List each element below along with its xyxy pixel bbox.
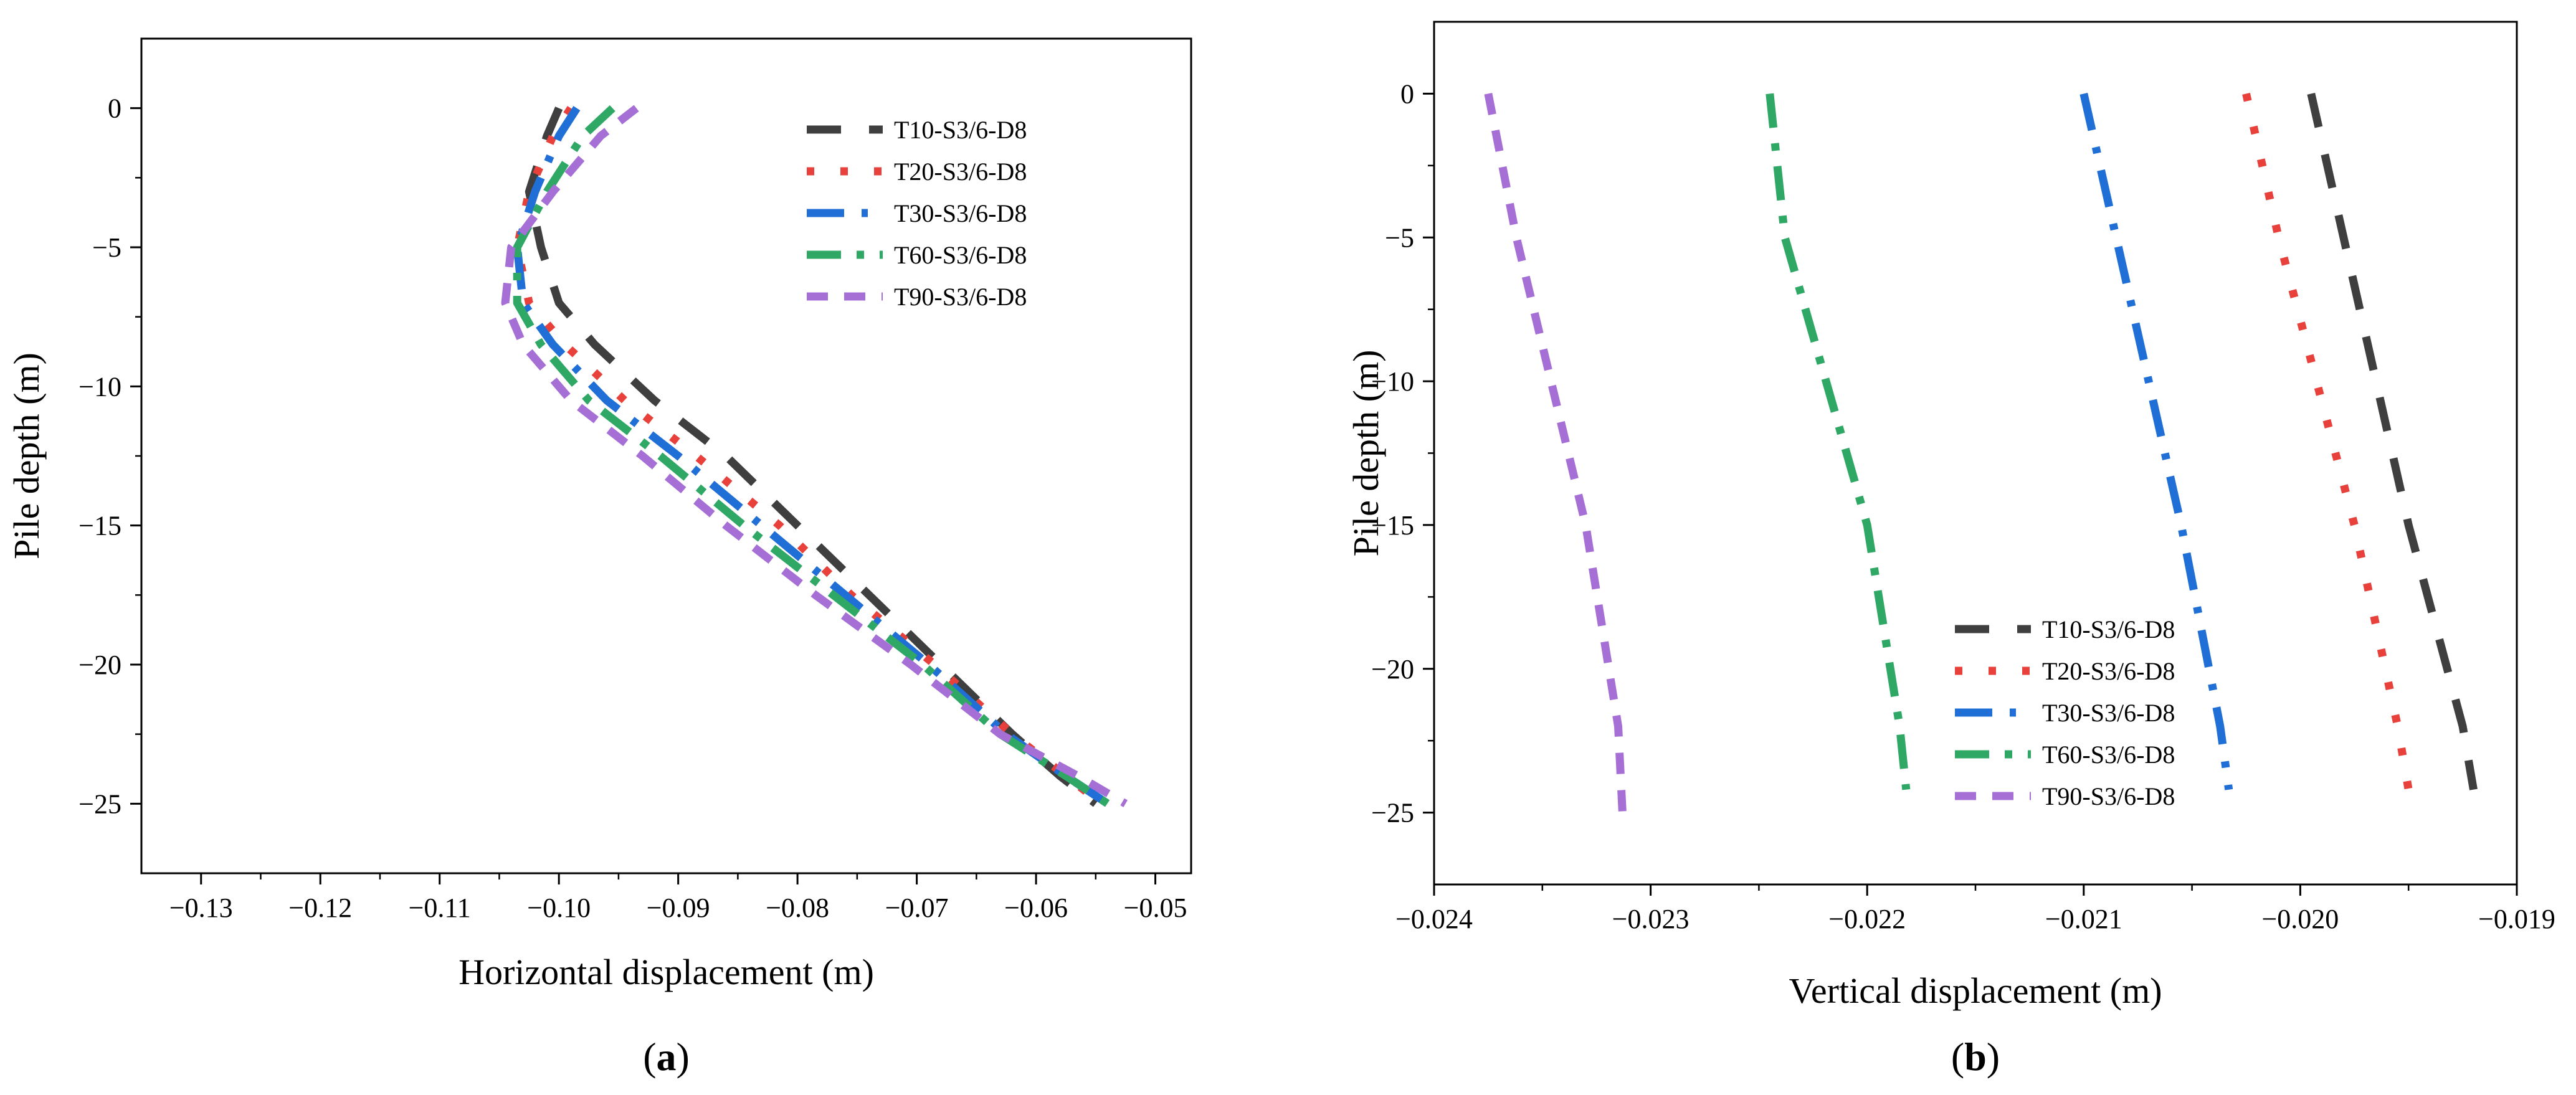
- y-tick-label: −20: [1371, 654, 1414, 685]
- panel-label-close: ): [1987, 1035, 2000, 1079]
- x-tick-label: −0.12: [288, 893, 352, 923]
- x-tick-label: −0.024: [1395, 904, 1473, 934]
- legend-label-t60: T60-S3/6-D8: [2042, 741, 2175, 769]
- y-axis-label: Pile depth (m): [6, 353, 47, 559]
- y-tick-label: 0: [108, 93, 121, 124]
- y-tick-label: −15: [1371, 510, 1414, 541]
- x-tick-label: −0.10: [527, 893, 591, 923]
- legend-label-t10: T10-S3/6-D8: [894, 116, 1027, 144]
- panel-label-letter: a: [657, 1035, 677, 1079]
- x-tick-label: −0.11: [409, 893, 471, 923]
- y-axis-label: Pile depth (m): [1346, 350, 1386, 557]
- panel-label: (b): [1951, 1035, 2000, 1079]
- legend-label-t90: T90-S3/6-D8: [894, 283, 1027, 311]
- x-tick-label: −0.08: [766, 893, 829, 923]
- panel-b-vertical-displacement: −0.024 −0.023 −0.022 −0.021 −0.020 −0.019 0 −5 −…: [1346, 21, 2555, 1079]
- x-tick-label: −0.021: [2045, 904, 2122, 934]
- legend-label-t20: T20-S3/6-D8: [894, 158, 1027, 186]
- series-line-t90: [501, 105, 1128, 807]
- series-line-t60: [1766, 93, 1911, 790]
- panel-label-letter: b: [1964, 1035, 1987, 1079]
- y-tick-label: −15: [78, 511, 121, 541]
- legend-label-t30: T30-S3/6-D8: [2042, 699, 2175, 727]
- x-tick-label: −0.019: [2478, 904, 2555, 934]
- series-line-t10: [2307, 92, 2478, 790]
- panel-label-close: ): [677, 1035, 690, 1079]
- y-tick-label: 0: [1400, 78, 1414, 109]
- series-line-t30: [513, 106, 1110, 807]
- series-line-t20: [2242, 92, 2413, 790]
- legend-label-t20: T20-S3/6-D8: [2042, 657, 2175, 685]
- series-line-t20: [513, 106, 1105, 807]
- y-tick-label: −5: [92, 232, 121, 263]
- y-tick-label: −25: [78, 789, 121, 819]
- x-tick-label: −0.09: [647, 893, 710, 923]
- series-line-t10: [525, 107, 1098, 807]
- y-tick-label: −10: [78, 371, 121, 402]
- panel-label-open: (: [643, 1035, 656, 1079]
- x-axis-label: Horizontal displacement (m): [459, 952, 874, 992]
- x-tick-label: −0.022: [1828, 904, 1906, 934]
- y-tick-label: −20: [78, 650, 121, 680]
- y-tick-label: −10: [1371, 366, 1414, 397]
- x-tick-label: −0.05: [1124, 893, 1187, 923]
- series-line-t90: [1484, 93, 1627, 813]
- y-tick-label: −5: [1385, 222, 1414, 253]
- legend-label-t10: T10-S3/6-D8: [2042, 615, 2175, 643]
- series-line-t60: [513, 105, 1110, 807]
- x-axis-label: Vertical displacement (m): [1789, 970, 2162, 1011]
- series-line-t30: [2079, 92, 2233, 790]
- x-tick-label: −0.020: [2261, 904, 2339, 934]
- x-tick-label: −0.023: [1612, 904, 1690, 934]
- legend-label-t90: T90-S3/6-D8: [2042, 782, 2175, 810]
- panel-label-open: (: [1951, 1035, 1964, 1079]
- x-tick-label: −0.07: [885, 893, 949, 923]
- legend-label-t30: T30-S3/6-D8: [894, 199, 1027, 227]
- x-tick-label: −0.06: [1004, 893, 1068, 923]
- panel-label: (a): [643, 1035, 690, 1079]
- x-tick-label: −0.13: [169, 893, 233, 923]
- legend-label-t60: T60-S3/6-D8: [894, 241, 1027, 269]
- y-tick-label: −25: [1371, 798, 1414, 828]
- panel-a-horizontal-displacement: −0.13 −0.12 −0.11 −0.10 −0.09 −0.08 −0.07 −0.06…: [6, 37, 1192, 1079]
